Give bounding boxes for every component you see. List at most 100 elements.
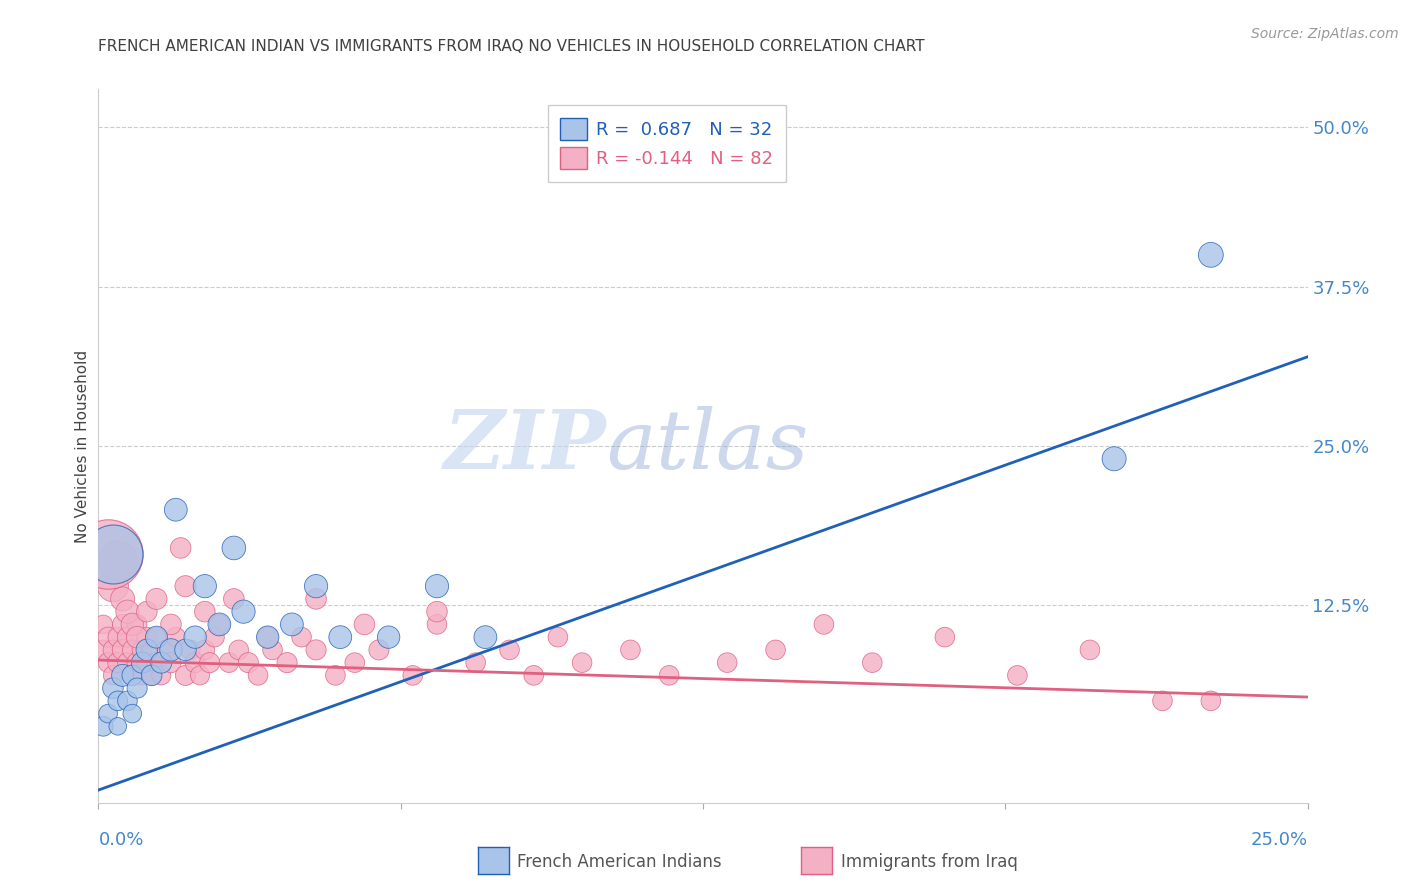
- Point: [145, 656, 167, 670]
- Point: [184, 630, 207, 644]
- Point: [111, 617, 134, 632]
- Point: [107, 656, 129, 670]
- Point: [281, 617, 304, 632]
- Point: [91, 617, 114, 632]
- Point: [813, 617, 835, 632]
- Point: [101, 643, 124, 657]
- Point: [174, 668, 197, 682]
- Point: [523, 668, 546, 682]
- Point: [150, 656, 173, 670]
- Point: [121, 617, 143, 632]
- Point: [135, 605, 157, 619]
- Point: [101, 579, 124, 593]
- Point: [165, 502, 187, 516]
- Point: [329, 630, 352, 644]
- Point: [262, 643, 284, 657]
- Point: [135, 656, 157, 670]
- Point: [1007, 668, 1029, 682]
- Point: [145, 630, 167, 644]
- Point: [498, 643, 520, 657]
- Text: atlas: atlas: [606, 406, 808, 486]
- Point: [238, 656, 260, 670]
- Point: [174, 579, 197, 593]
- Point: [256, 630, 278, 644]
- Text: Source: ZipAtlas.com: Source: ZipAtlas.com: [1251, 27, 1399, 41]
- Point: [247, 668, 270, 682]
- Point: [402, 668, 425, 682]
- Point: [135, 630, 157, 644]
- Point: [97, 630, 120, 644]
- Point: [325, 668, 347, 682]
- Point: [107, 694, 129, 708]
- Text: French American Indians: French American Indians: [517, 853, 723, 871]
- Point: [117, 656, 139, 670]
- Text: Immigrants from Iraq: Immigrants from Iraq: [841, 853, 1018, 871]
- Point: [934, 630, 956, 644]
- Point: [204, 630, 226, 644]
- Point: [127, 656, 149, 670]
- Point: [1152, 694, 1174, 708]
- Point: [426, 579, 449, 593]
- Point: [145, 591, 167, 606]
- Point: [145, 630, 167, 644]
- Point: [127, 681, 149, 695]
- Point: [141, 668, 163, 682]
- Point: [343, 656, 366, 670]
- Point: [127, 617, 149, 632]
- Point: [131, 643, 153, 657]
- Point: [571, 656, 593, 670]
- Point: [121, 668, 143, 682]
- Point: [160, 643, 183, 657]
- Point: [765, 643, 787, 657]
- Point: [305, 591, 328, 606]
- Point: [464, 656, 486, 670]
- Text: FRENCH AMERICAN INDIAN VS IMMIGRANTS FROM IRAQ NO VEHICLES IN HOUSEHOLD CORRELAT: FRENCH AMERICAN INDIAN VS IMMIGRANTS FRO…: [98, 38, 925, 54]
- Point: [194, 643, 217, 657]
- Point: [135, 643, 157, 657]
- Point: [101, 668, 124, 682]
- Point: [101, 547, 124, 561]
- Point: [91, 643, 114, 657]
- Point: [141, 668, 163, 682]
- Point: [160, 617, 183, 632]
- Point: [141, 643, 163, 657]
- Point: [276, 656, 298, 670]
- Point: [305, 579, 328, 593]
- Point: [174, 643, 197, 657]
- Point: [305, 643, 328, 657]
- Point: [107, 719, 129, 733]
- Point: [290, 630, 312, 644]
- Point: [228, 643, 250, 657]
- Point: [121, 643, 143, 657]
- Point: [368, 643, 391, 657]
- Point: [256, 630, 278, 644]
- Point: [117, 605, 139, 619]
- Point: [716, 656, 738, 670]
- Point: [165, 630, 187, 644]
- Point: [97, 656, 120, 670]
- Point: [184, 656, 207, 670]
- Point: [377, 630, 399, 644]
- Point: [194, 605, 217, 619]
- Point: [218, 656, 240, 670]
- Point: [127, 630, 149, 644]
- Point: [353, 617, 375, 632]
- Point: [188, 668, 211, 682]
- Point: [658, 668, 681, 682]
- Legend: R =  0.687   N = 32, R = -0.144   N = 82: R = 0.687 N = 32, R = -0.144 N = 82: [547, 105, 786, 182]
- Point: [1199, 694, 1222, 708]
- Point: [222, 541, 245, 555]
- Point: [619, 643, 641, 657]
- Point: [208, 617, 231, 632]
- Point: [222, 591, 245, 606]
- Point: [1078, 643, 1101, 657]
- Y-axis label: No Vehicles in Household: No Vehicles in Household: [75, 350, 90, 542]
- Point: [860, 656, 883, 670]
- Point: [194, 579, 217, 593]
- Point: [169, 541, 191, 555]
- Point: [91, 719, 114, 733]
- Point: [117, 694, 139, 708]
- Point: [1199, 248, 1222, 262]
- Point: [107, 630, 129, 644]
- Point: [101, 681, 124, 695]
